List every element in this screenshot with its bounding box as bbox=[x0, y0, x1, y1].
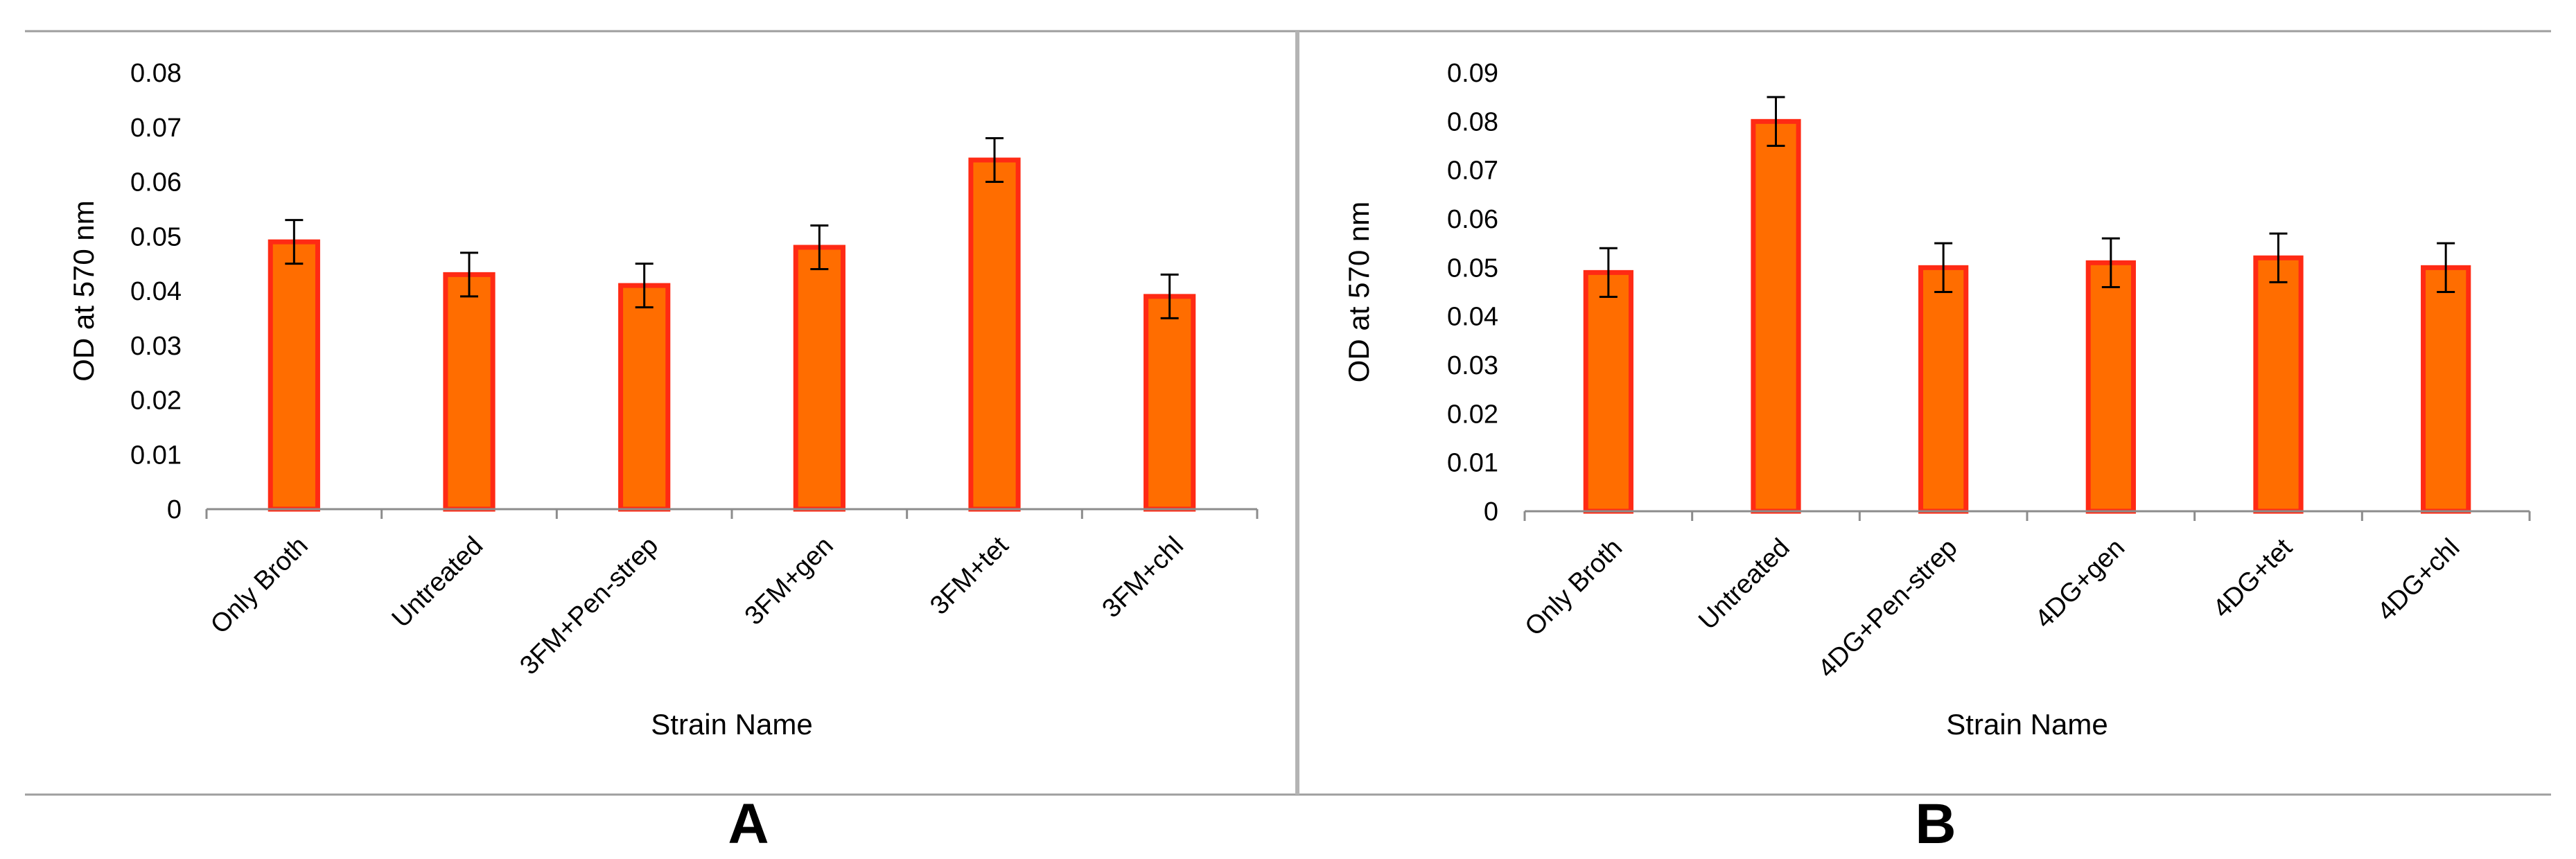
y-tick-label: 0.05 bbox=[130, 222, 182, 251]
bar bbox=[2421, 265, 2471, 514]
bar bbox=[2253, 255, 2304, 514]
x-category-label: Only Broth bbox=[1520, 533, 1629, 642]
y-tick-label: 0 bbox=[167, 495, 182, 524]
bar bbox=[1144, 294, 1196, 512]
panel-label-b: B bbox=[1915, 792, 1956, 856]
y-tick-label: 0 bbox=[1484, 497, 1498, 526]
y-tick-label: 0.04 bbox=[130, 277, 182, 306]
x-category-label: 4DG+chl bbox=[2372, 533, 2466, 627]
x-category-label: Untreated bbox=[387, 531, 489, 634]
bar bbox=[2085, 260, 2136, 514]
x-category-label: 4DG+Pen-strep bbox=[1812, 533, 1963, 684]
y-axis-title: OD at 570 nm bbox=[67, 200, 100, 381]
y-tick-label: 0.06 bbox=[130, 168, 182, 197]
y-tick-label: 0.01 bbox=[130, 441, 182, 470]
x-category-label: 4DG+tet bbox=[2207, 533, 2298, 623]
y-tick-label: 0.06 bbox=[1447, 205, 1498, 234]
chart-panel-b: 0 0.01 0.02 0.03 0.04 0.05 0.06 0.07 0.08 0.09 Onl… bbox=[1342, 59, 2531, 741]
x-category-label: Only Broth bbox=[205, 531, 314, 640]
bar bbox=[1751, 118, 1801, 514]
y-tick-label: 0.02 bbox=[1447, 400, 1498, 429]
y-tick-label: 0.03 bbox=[130, 332, 182, 361]
x-axis-title: Strain Name bbox=[1946, 708, 2108, 741]
x-axis-title: Strain Name bbox=[651, 708, 812, 741]
chart-panel-a: 0 0.01 0.02 0.03 0.04 0.05 0.06 0.07 0.08 Only Br… bbox=[67, 59, 1259, 741]
y-tick-label: 0.01 bbox=[1447, 449, 1498, 478]
y-tick-label: 0.05 bbox=[1447, 254, 1498, 283]
y-tick-label: 0.08 bbox=[130, 59, 182, 88]
y-tick-label: 0.03 bbox=[1447, 351, 1498, 380]
y-tick-label: 0.04 bbox=[1447, 303, 1498, 332]
panel-label-a: A bbox=[728, 792, 769, 856]
y-tick-label: 0.08 bbox=[1447, 107, 1498, 136]
x-category-label: 3FM+Pen-strep bbox=[514, 531, 664, 681]
x-category-label: 3FM+gen bbox=[739, 531, 839, 631]
bar bbox=[618, 283, 671, 512]
bar bbox=[268, 239, 320, 512]
y-tick-label: 0.02 bbox=[130, 387, 182, 416]
y-axis-title: OD at 570 nm bbox=[1342, 202, 1375, 382]
y-tick-label: 0.09 bbox=[1447, 59, 1498, 88]
y-tick-label: 0.07 bbox=[130, 114, 182, 143]
x-category-label: 3FM+tet bbox=[925, 531, 1014, 620]
x-category-label: 3FM+chl bbox=[1097, 531, 1189, 623]
x-category-label: 4DG+gen bbox=[2030, 533, 2130, 634]
bar bbox=[793, 245, 845, 512]
bar bbox=[443, 272, 496, 512]
x-category-label: Untreated bbox=[1693, 533, 1796, 636]
bar bbox=[968, 157, 1021, 512]
bar bbox=[1918, 265, 1969, 514]
bar bbox=[1583, 269, 1633, 514]
y-tick-label: 0.07 bbox=[1447, 157, 1498, 186]
